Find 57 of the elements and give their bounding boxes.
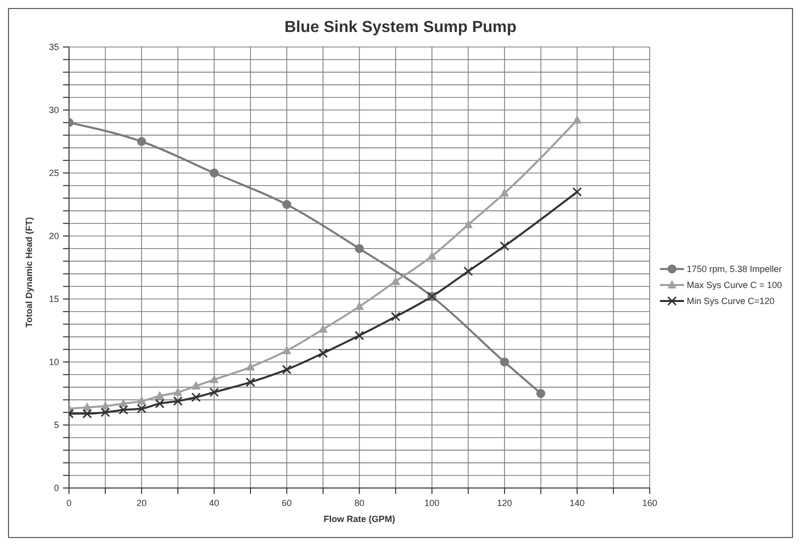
point (463, 266, 473, 276)
x-tick-label: 120 (497, 498, 512, 508)
point (572, 187, 582, 197)
point (210, 374, 219, 384)
point (354, 244, 364, 254)
point (173, 396, 183, 406)
point (137, 137, 146, 146)
point (209, 387, 219, 397)
y-tick-label: 20 (48, 231, 59, 241)
point (500, 241, 510, 251)
x-tick-label: 160 (642, 498, 658, 508)
y-axis-title: Totoal Dynamic Head (FT) (24, 217, 34, 328)
x-tick-label: 40 (209, 498, 220, 508)
x-tick-label: 0 (66, 498, 72, 508)
point (82, 408, 92, 418)
x-tick-label: 140 (570, 498, 585, 508)
y-tick-label: 25 (48, 168, 59, 178)
y-tick-label: 15 (48, 294, 59, 304)
point (155, 391, 164, 400)
point (173, 387, 182, 396)
point (572, 115, 582, 124)
point (390, 312, 400, 322)
point (136, 404, 146, 414)
point (318, 348, 328, 358)
point (391, 276, 400, 285)
point (464, 220, 473, 228)
point (282, 200, 292, 209)
y-tick-label: 10 (48, 357, 59, 367)
point (536, 389, 546, 398)
legend-label: Min Sys Curve C=120 (686, 296, 774, 306)
x-tick-label: 100 (424, 498, 440, 508)
x-axis-title: Flow Rate (GPM) (324, 514, 396, 524)
point (191, 392, 201, 402)
point (500, 188, 510, 197)
x-tick-label: 80 (354, 498, 364, 508)
y-tick-label: 35 (48, 42, 59, 52)
point (246, 377, 256, 387)
point (282, 346, 292, 354)
x-tick-label: 60 (282, 498, 292, 508)
point (500, 358, 510, 366)
point (137, 396, 146, 405)
point (246, 362, 255, 371)
y-tick-label: 5 (54, 420, 59, 430)
legend-label: 1750 rpm, 5.38 Impeller (686, 264, 782, 274)
point (210, 168, 219, 178)
y-tick-label: 0 (54, 483, 59, 493)
point (192, 380, 201, 390)
chart-title: Blue Sink System Sump Pump (283, 18, 518, 37)
y-tick-label: 30 (48, 105, 59, 115)
x-tick-label: 20 (136, 498, 147, 508)
point (118, 405, 128, 415)
point (100, 408, 110, 418)
point (354, 330, 364, 340)
point (282, 364, 292, 374)
legend-label: Max Sys Curve C = 100 (686, 280, 782, 290)
point (154, 398, 164, 408)
point (318, 324, 328, 333)
